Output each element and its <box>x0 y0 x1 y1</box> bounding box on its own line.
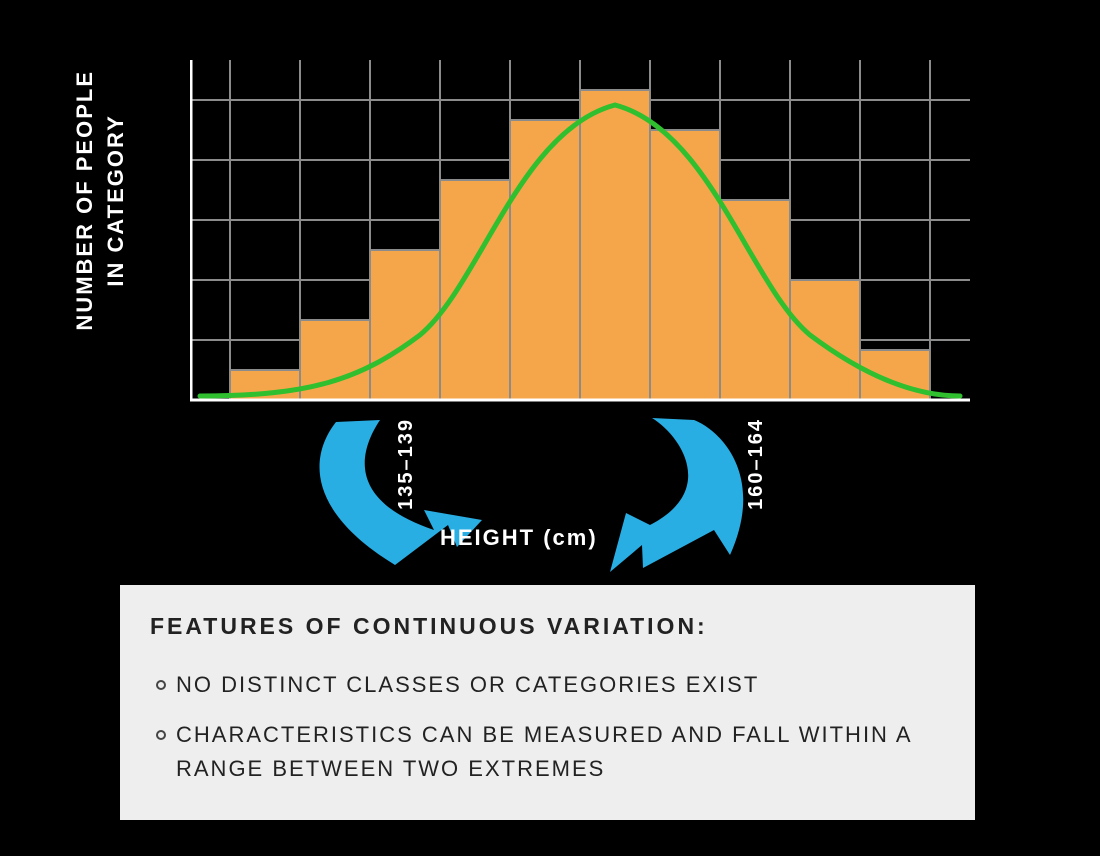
features-list: NO DISTINCT CLASSES OR CATEGORIES EXIST … <box>150 668 945 786</box>
yaxis-label-line1: NUMBER OF PEOPLE <box>72 70 97 331</box>
features-title: FEATURES OF CONTINUOUS VARIATION: <box>150 613 945 640</box>
xtick-label: 160–164 <box>745 418 768 510</box>
features-bullet: NO DISTINCT CLASSES OR CATEGORIES EXIST <box>150 668 945 702</box>
chart <box>190 60 970 410</box>
features-bullet: CHARACTERISTICS CAN BE MEASURED AND FALL… <box>150 718 945 786</box>
xtick-label: 135–139 <box>395 418 418 510</box>
xaxis-label: HEIGHT (cm) <box>440 525 598 551</box>
xaxis-label-text: HEIGHT (cm) <box>440 525 598 550</box>
features-textbox: FEATURES OF CONTINUOUS VARIATION: NO DIS… <box>120 585 975 820</box>
chart-svg <box>190 60 970 410</box>
yaxis-label-line2: IN CATEGORY <box>103 114 128 286</box>
yaxis-label: NUMBER OF PEOPLE IN CATEGORY <box>70 70 132 331</box>
